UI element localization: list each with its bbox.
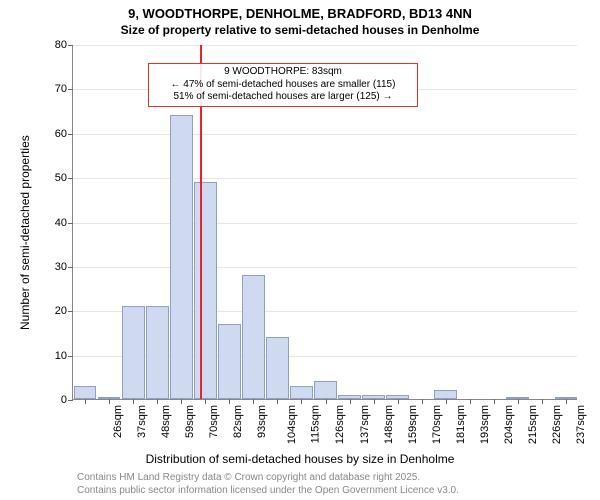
ytick-mark: [68, 400, 73, 401]
xtick-label: 126sqm: [335, 405, 347, 444]
attribution-line-1: Contains HM Land Registry data © Crown c…: [77, 472, 420, 483]
ytick-mark: [68, 89, 73, 90]
histogram-bar: [242, 275, 265, 399]
xtick-label: 170sqm: [431, 405, 443, 444]
xtick-label: 181sqm: [455, 405, 467, 444]
xtick-mark: [253, 399, 254, 404]
xtick-label: 159sqm: [407, 405, 419, 444]
ytick-mark: [68, 134, 73, 135]
xtick-mark: [398, 399, 399, 404]
histogram-bar: [290, 386, 313, 399]
attribution-line-2: Contains public sector information licen…: [77, 485, 459, 496]
callout-title: 9 WOODTHORPE: 83sqm: [153, 66, 413, 79]
xtick-mark: [470, 399, 471, 404]
grid-line: [73, 223, 577, 224]
histogram-bar: [146, 306, 169, 399]
ytick-label: 30: [55, 261, 67, 273]
xtick-mark: [301, 399, 302, 404]
xtick-label: 148sqm: [383, 405, 395, 444]
xtick-label: 215sqm: [527, 405, 539, 444]
callout-larger: 51% of semi-detached houses are larger (…: [153, 91, 413, 104]
xtick-label: 104sqm: [286, 405, 298, 444]
ytick-mark: [68, 178, 73, 179]
xtick-mark: [85, 399, 86, 404]
xtick-mark: [518, 399, 519, 404]
histogram-bar: [314, 381, 337, 399]
ytick-label: 10: [55, 350, 67, 362]
xtick-mark: [133, 399, 134, 404]
xtick-mark: [157, 399, 158, 404]
ytick-mark: [68, 356, 73, 357]
xtick-label: 59sqm: [184, 405, 196, 438]
plot-area: 0102030405060708026sqm37sqm48sqm59sqm70s…: [72, 45, 577, 400]
ytick-label: 70: [55, 83, 67, 95]
histogram-bar: [170, 115, 193, 399]
xtick-mark: [181, 399, 182, 404]
ytick-mark: [68, 311, 73, 312]
xtick-mark: [350, 399, 351, 404]
xtick-mark: [446, 399, 447, 404]
callout-smaller: ← 47% of semi-detached houses are smalle…: [153, 79, 413, 92]
grid-line: [73, 178, 577, 179]
ytick-label: 80: [55, 39, 67, 51]
xtick-label: 93sqm: [256, 405, 268, 438]
xtick-mark: [374, 399, 375, 404]
y-axis-label: Number of semi-detached properties: [18, 135, 32, 330]
xtick-mark: [422, 399, 423, 404]
xtick-mark: [229, 399, 230, 404]
histogram-bar: [122, 306, 145, 399]
xtick-mark: [566, 399, 567, 404]
histogram-bar: [266, 337, 289, 399]
ytick-mark: [68, 267, 73, 268]
histogram-bar: [434, 390, 457, 399]
xtick-label: 237sqm: [575, 405, 587, 444]
ytick-label: 0: [61, 394, 67, 406]
annotation-callout: 9 WOODTHORPE: 83sqm ← 47% of semi-detach…: [148, 63, 418, 107]
xtick-label: 137sqm: [359, 405, 371, 444]
xtick-label: 115sqm: [310, 405, 322, 443]
xtick-mark: [277, 399, 278, 404]
chart-title: 9, WOODTHORPE, DENHOLME, BRADFORD, BD13 …: [0, 6, 600, 21]
chart-subtitle: Size of property relative to semi-detach…: [0, 23, 600, 37]
xtick-label: 193sqm: [479, 405, 491, 444]
grid-line: [73, 45, 577, 46]
chart-container: { "title": "9, WOODTHORPE, DENHOLME, BRA…: [0, 0, 600, 500]
ytick-label: 50: [55, 172, 67, 184]
ytick-label: 60: [55, 128, 67, 140]
xtick-label: 226sqm: [551, 405, 563, 444]
ytick-label: 40: [55, 217, 67, 229]
xtick-label: 70sqm: [208, 405, 220, 438]
xtick-label: 82sqm: [232, 405, 244, 438]
xtick-label: 48sqm: [160, 405, 172, 438]
xtick-mark: [109, 399, 110, 404]
xtick-mark: [326, 399, 327, 404]
x-axis-label: Distribution of semi-detached houses by …: [0, 452, 600, 466]
ytick-label: 20: [55, 305, 67, 317]
xtick-label: 204sqm: [503, 405, 515, 444]
xtick-mark: [542, 399, 543, 404]
histogram-bar: [218, 324, 241, 399]
xtick-mark: [494, 399, 495, 404]
xtick-label: 37sqm: [136, 405, 148, 438]
histogram-bar: [74, 386, 97, 399]
xtick-mark: [205, 399, 206, 404]
histogram-bar: [194, 182, 217, 399]
ytick-mark: [68, 223, 73, 224]
ytick-mark: [68, 45, 73, 46]
grid-line: [73, 134, 577, 135]
grid-line: [73, 267, 577, 268]
xtick-label: 26sqm: [112, 405, 124, 438]
